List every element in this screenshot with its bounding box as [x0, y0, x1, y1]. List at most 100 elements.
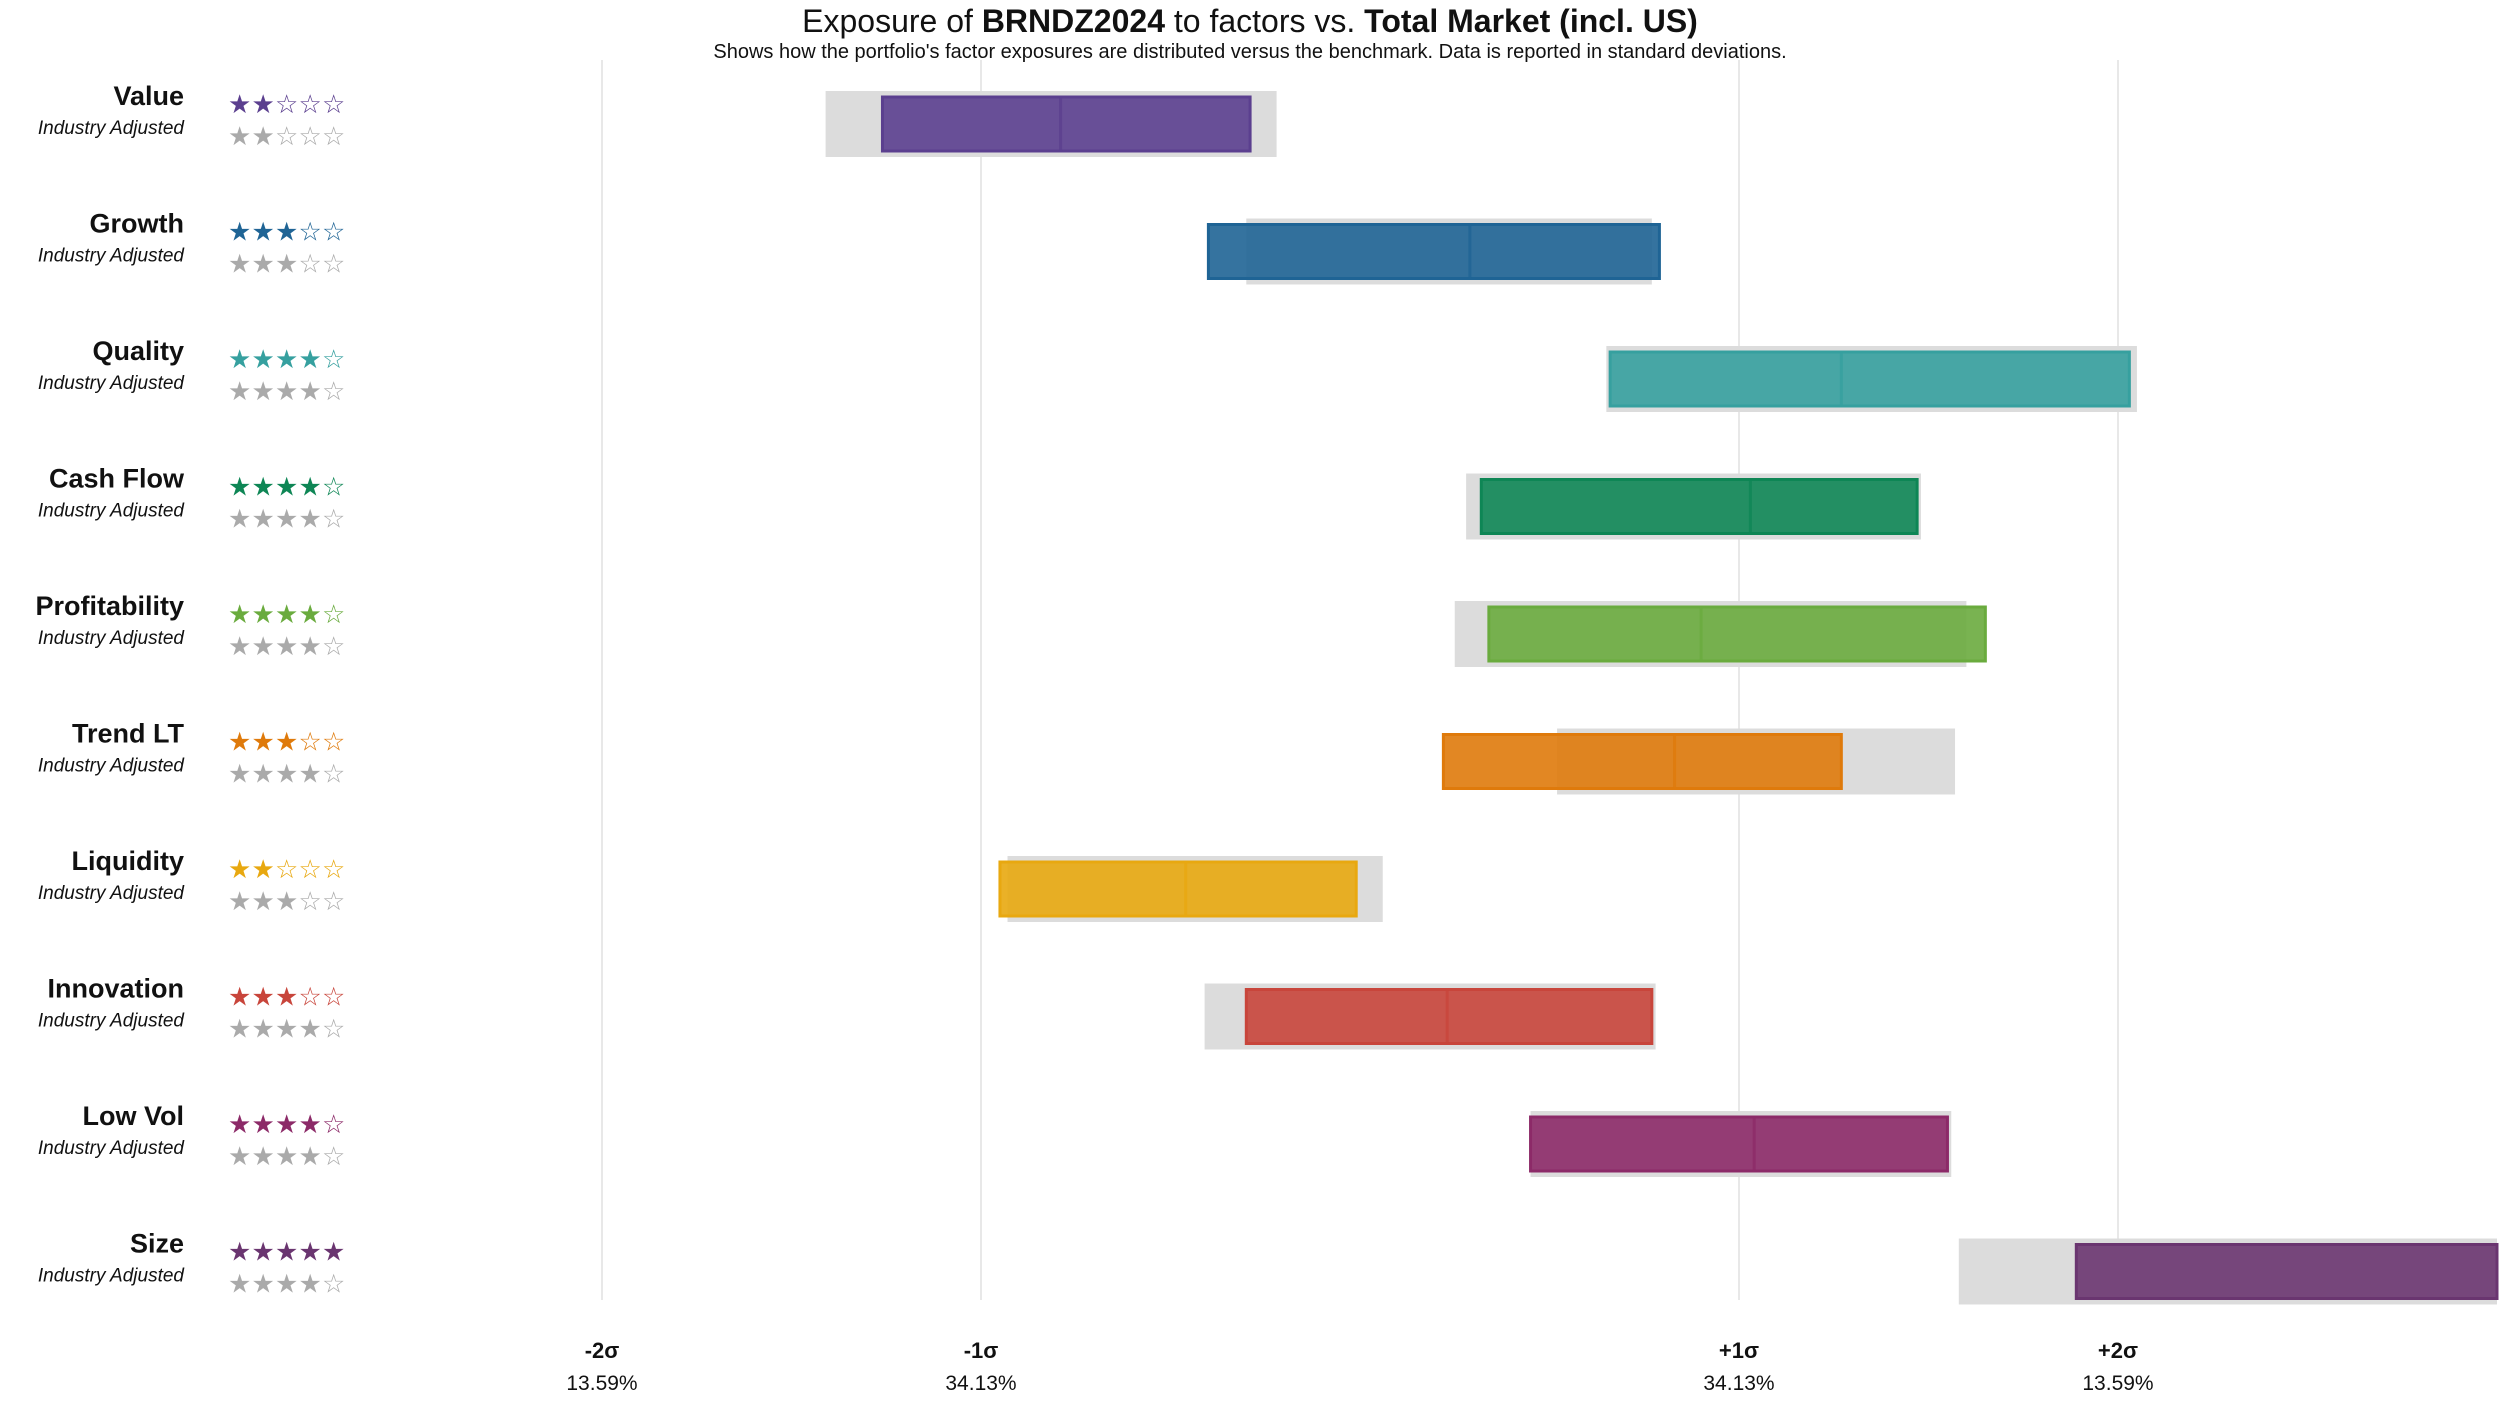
rating-star-icon: ☆: [322, 855, 345, 885]
rating-star-icon: ★: [299, 345, 322, 375]
title-prefix: Exposure of: [802, 3, 982, 39]
portfolio-bar-value: [880, 95, 1252, 153]
industry-rating-star-icon: ★: [228, 505, 251, 535]
rating-star-icon: ★: [299, 1238, 322, 1268]
rating-star-icon: ★: [252, 983, 275, 1013]
industry-rating-star-icon: ★: [228, 1142, 251, 1172]
factor-sublabel: Industry Adjusted: [38, 756, 186, 777]
industry-rating-star-icon: ★: [299, 1142, 322, 1172]
industry-rating-star-icon: ★: [299, 377, 322, 407]
industry-rating-star-icon: ★: [275, 250, 298, 280]
portfolio-bar-quality: [1608, 350, 2131, 408]
rating-star-icon: ★: [228, 728, 251, 758]
x-tick-label: +1σ: [1719, 1338, 1759, 1363]
portfolio-bar-size: [2074, 1243, 2499, 1300]
industry-rating-star-icon: ★: [228, 122, 251, 152]
industry-rating-star-icon: ☆: [322, 122, 345, 152]
rating-star-icon: ★: [275, 1110, 298, 1140]
rating-star-icon: ★: [228, 855, 251, 885]
factor-sublabel: Industry Adjusted: [38, 883, 186, 904]
x-axis: -2σ 13.59% -1σ 34.13% +1σ 34.13% +2σ 13.59%: [566, 1338, 2153, 1395]
industry-rating-star-icon: ★: [252, 632, 275, 662]
industry-rating-star-icon: ☆: [275, 122, 298, 152]
industry-rating-star-icon: ★: [228, 377, 251, 407]
industry-rating-star-icon: ★: [299, 1015, 322, 1045]
rating-star-icon: ☆: [299, 983, 322, 1013]
industry-rating-star-icon: ★: [228, 1270, 251, 1300]
portfolio-bar-growth: [1206, 223, 1661, 280]
factor-name: Low Vol: [83, 1101, 185, 1131]
rating-star-icon: ★: [228, 473, 251, 503]
industry-rating-star-icon: ★: [275, 1015, 298, 1045]
rating-star-icon: ☆: [322, 728, 345, 758]
rating-star-icon: ★: [228, 345, 251, 375]
factor-name: Profitability: [35, 591, 184, 621]
industry-rating-star-icon: ★: [252, 250, 275, 280]
rating-star-icon: ☆: [322, 345, 345, 375]
industry-rating-star-icon: ★: [228, 250, 251, 280]
factor-name: Size: [130, 1229, 184, 1259]
factor-name: Innovation: [48, 974, 185, 1004]
industry-rating-star-icon: ★: [252, 1270, 275, 1300]
rating-star-icon: ★: [228, 600, 251, 630]
portfolio-bar-low-vol: [1529, 1115, 1949, 1173]
factor-sublabel: Industry Adjusted: [38, 246, 186, 267]
factor-name: Quality: [92, 336, 184, 366]
factor-sublabel: Industry Adjusted: [38, 118, 186, 139]
rating-star-icon: ★: [322, 1238, 345, 1268]
portfolio-bar-cash-flow: [1479, 478, 1919, 535]
industry-rating-star-icon: ★: [275, 505, 298, 535]
rating-star-icon: ★: [228, 1110, 251, 1140]
industry-rating-star-icon: ☆: [322, 377, 345, 407]
industry-rating-star-icon: ★: [228, 760, 251, 790]
industry-rating-star-icon: ☆: [322, 1270, 345, 1300]
rating-star-icon: ☆: [322, 983, 345, 1013]
industry-rating-star-icon: ☆: [322, 250, 345, 280]
rating-star-icon: ☆: [322, 1110, 345, 1140]
industry-rating-star-icon: ★: [275, 632, 298, 662]
rating-star-icon: ★: [252, 218, 275, 248]
rating-star-icon: ★: [275, 218, 298, 248]
x-tick-percent: 34.13%: [945, 1372, 1016, 1395]
rating-star-icon: ★: [299, 600, 322, 630]
rating-star-icon: ★: [228, 983, 251, 1013]
factor-name: Cash Flow: [49, 464, 185, 494]
industry-rating-star-icon: ★: [299, 1270, 322, 1300]
portfolio-bar-trend-lt: [1441, 733, 1843, 790]
industry-rating-star-icon: ☆: [322, 1015, 345, 1045]
factor-sublabel: Industry Adjusted: [38, 501, 186, 522]
title-middle: to factors vs.: [1164, 3, 1365, 39]
rating-star-icon: ☆: [322, 600, 345, 630]
rating-star-icon: ★: [228, 1238, 251, 1268]
rating-star-icon: ★: [252, 855, 275, 885]
factor-name: Growth: [90, 209, 185, 239]
industry-rating-star-icon: ★: [252, 1015, 275, 1045]
industry-rating-star-icon: ★: [228, 632, 251, 662]
gridlines: [601, 60, 2119, 1300]
rating-star-icon: ★: [275, 600, 298, 630]
industry-rating-star-icon: ★: [275, 1142, 298, 1172]
rating-star-icon: ☆: [299, 855, 322, 885]
industry-rating-star-icon: ☆: [322, 632, 345, 662]
portfolio-bar-innovation: [1244, 988, 1654, 1045]
rating-star-icon: ★: [275, 983, 298, 1013]
chart-subtitle: Shows how the portfolio's factor exposur…: [713, 41, 1787, 63]
factor-sublabel: Industry Adjusted: [38, 373, 186, 394]
factor-name: Value: [113, 81, 184, 111]
rating-star-icon: ☆: [275, 855, 298, 885]
portfolio-bar-liquidity: [998, 860, 1358, 918]
industry-rating-star-icon: ☆: [322, 505, 345, 535]
chart-title: Exposure of BRNDZ2024 to factors vs. Tot…: [0, 2, 2500, 40]
rating-star-icon: ★: [252, 345, 275, 375]
rating-star-icon: ★: [252, 90, 275, 120]
industry-rating-star-icon: ☆: [299, 122, 322, 152]
x-tick-label: +2σ: [2098, 1338, 2138, 1363]
rating-star-icon: ★: [252, 728, 275, 758]
rating-star-icon: ☆: [322, 218, 345, 248]
industry-rating-star-icon: ★: [299, 505, 322, 535]
industry-rating-star-icon: ★: [228, 1015, 251, 1045]
rating-star-icon: ☆: [275, 90, 298, 120]
industry-rating-star-icon: ☆: [322, 760, 345, 790]
